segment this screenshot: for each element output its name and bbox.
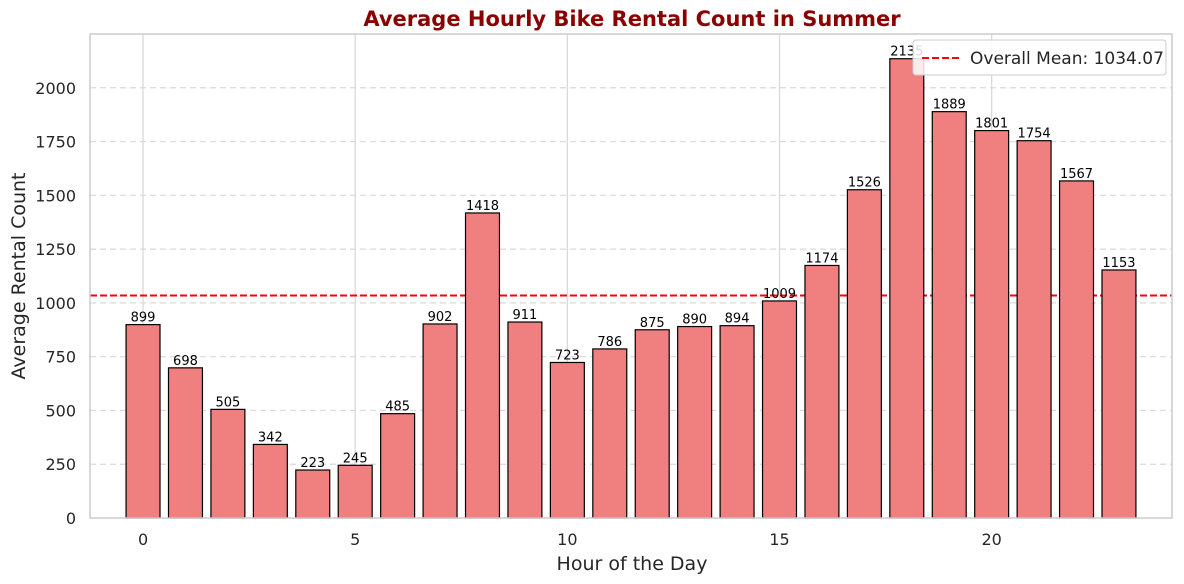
bar-hour-21 [1016, 140, 1052, 519]
bar-hour-12 [634, 329, 670, 519]
data-labels: 899 698 505 342 223 245 485 902 1418 911 723 786 875… [131, 45, 1136, 471]
bar-hour-10 [549, 361, 585, 519]
legend: Overall Mean: 1034.07 [912, 39, 1167, 76]
plot-frame [89, 33, 1173, 519]
bar-hour-7 [422, 323, 458, 519]
y-tick-label: 2000 [35, 79, 76, 98]
bar-hour-20 [974, 129, 1010, 519]
x-tick-label: 15 [769, 530, 789, 549]
y-tick-label: 0 [66, 509, 76, 528]
data-label-hour-2: 505 [215, 395, 240, 410]
y-tick-label: 750 [45, 348, 76, 367]
data-label-hour-15: 1009 [763, 287, 796, 302]
legend-mean-label: Overall Mean: 1034.07 [970, 49, 1164, 69]
data-label-hour-12: 875 [640, 316, 665, 331]
data-label-hour-14: 894 [725, 312, 750, 327]
x-tick-label: 20 [981, 530, 1001, 549]
y-tick-label: 1500 [35, 186, 76, 205]
bar-hour-14 [719, 325, 755, 519]
data-label-hour-19: 1889 [933, 98, 966, 113]
x-tick-label: 10 [557, 530, 577, 549]
data-label-hour-23: 1153 [1102, 256, 1135, 271]
data-label-hour-20: 1801 [975, 117, 1008, 132]
y-tick-label: 1000 [35, 294, 76, 313]
y-tick-label: 500 [45, 401, 76, 420]
data-label-hour-16: 1174 [805, 251, 838, 266]
y-tick-labels: 0 250 500 750 1000 1250 1500 1750 2000 [35, 79, 76, 528]
y-tick-label: 250 [45, 455, 76, 474]
bar-hour-3 [252, 443, 288, 519]
data-label-hour-5: 245 [343, 451, 368, 466]
data-label-hour-22: 1567 [1060, 167, 1093, 182]
bar-hour-18 [889, 58, 925, 519]
y-tick-label: 1750 [35, 133, 76, 152]
y-tick-label: 1250 [35, 240, 76, 259]
bar-hour-16 [804, 264, 840, 519]
data-label-hour-21: 1754 [1018, 127, 1051, 142]
legend-box [912, 39, 1167, 76]
data-label-hour-11: 786 [597, 335, 622, 350]
bar-hour-6 [380, 413, 416, 519]
data-label-hour-0: 899 [131, 311, 156, 326]
bar-hour-23 [1101, 269, 1137, 519]
bar-hour-22 [1058, 180, 1095, 519]
bar-hour-2 [210, 408, 246, 519]
bar-hour-0 [125, 324, 161, 519]
bars [125, 58, 1137, 519]
x-tick-labels: 0 5 10 15 20 [138, 530, 1002, 549]
bar-hour-4 [295, 469, 331, 519]
data-label-hour-9: 911 [513, 308, 538, 323]
bar-hour-5 [337, 464, 373, 519]
x-tick-label: 0 [138, 530, 148, 549]
x-axis-label: Hour of the Day [557, 553, 708, 575]
bar-hour-11 [592, 348, 628, 519]
data-label-hour-8: 1418 [466, 199, 499, 214]
data-label-hour-13: 890 [682, 313, 707, 328]
bar-hour-13 [677, 325, 713, 519]
y-axis-label: Average Rental Count [8, 173, 30, 380]
data-label-hour-3: 342 [258, 430, 283, 445]
data-label-hour-6: 485 [385, 400, 410, 415]
bar-hour-17 [846, 189, 882, 519]
chart-title: Average Hourly Bike Rental Count in Summ… [363, 7, 901, 31]
bar-hour-19 [931, 111, 967, 519]
data-label-hour-10: 723 [555, 348, 580, 363]
bar-hour-15 [761, 300, 798, 519]
bar-hour-9 [507, 321, 543, 519]
bar-hour-8 [464, 212, 501, 519]
bar-hour-1 [167, 367, 204, 519]
data-label-hour-1: 698 [173, 354, 198, 369]
grid-lines [90, 34, 1172, 518]
data-label-hour-4: 223 [300, 456, 325, 471]
data-label-hour-7: 902 [428, 310, 453, 325]
data-label-hour-17: 1526 [848, 176, 881, 191]
x-tick-label: 5 [350, 530, 360, 549]
